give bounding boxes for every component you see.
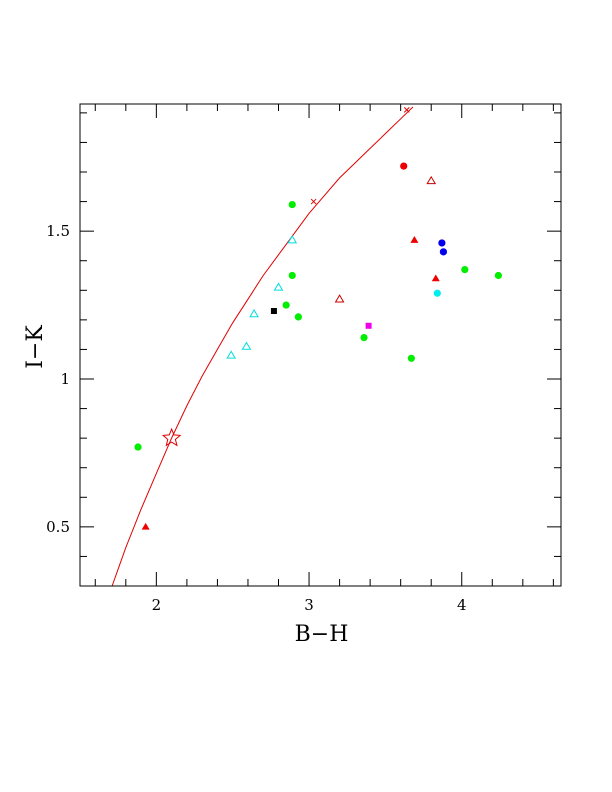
data-point-triangle-open	[241, 341, 252, 350]
data-point-circle	[433, 289, 441, 297]
tick-labels-layer: 2 3 4 0.5 1 1.5	[46, 222, 466, 614]
data-point-square	[270, 307, 277, 314]
data-point-circle	[134, 443, 142, 451]
data-point-circle	[438, 239, 446, 247]
data-point-circle	[400, 162, 408, 170]
plot-frame	[79, 103, 562, 587]
data-point-triangle-filled	[431, 274, 440, 282]
data-point-circle	[494, 271, 502, 280]
data-point-square	[365, 322, 372, 329]
model-curve-layer	[111, 106, 414, 586]
x-tick-label: 4	[457, 596, 467, 614]
star-marker	[161, 427, 182, 447]
data-point-circle	[288, 271, 296, 280]
data-point-triangle-filled	[141, 522, 150, 530]
data-point-circle	[407, 354, 415, 362]
curve-cross-marker	[403, 107, 410, 113]
y-tick-label: 1.5	[46, 222, 70, 240]
y-axis-title: I−K	[23, 325, 48, 369]
data-point-triangle-open	[273, 282, 284, 291]
data-point-circle	[282, 301, 290, 309]
data-point-triangle-open	[287, 235, 298, 244]
axis-ticks-layer	[80, 104, 561, 586]
y-tick-label: 1	[60, 370, 70, 388]
x-tick-label: 3	[304, 596, 314, 614]
data-point-triangle-open	[249, 308, 259, 318]
data-point-circle	[360, 334, 368, 342]
x-axis-title: B−H	[295, 622, 349, 647]
data-markers-layer	[134, 162, 502, 530]
x-tick-label: 2	[152, 596, 162, 614]
data-point-circle	[294, 313, 302, 321]
curve-cross-marker	[310, 198, 317, 205]
cross-stroke	[310, 198, 317, 205]
cross-stroke	[403, 107, 410, 113]
y-tick-label: 0.5	[46, 518, 70, 536]
data-point-triangle-open	[426, 175, 437, 185]
data-point-circle	[288, 200, 296, 209]
data-point-triangle-open	[226, 350, 237, 359]
model-curve	[111, 106, 414, 586]
data-point-triangle-filled	[410, 236, 419, 243]
data-point-circle	[439, 248, 448, 256]
data-point-triangle-open	[334, 294, 345, 303]
data-point-circle	[461, 265, 469, 274]
